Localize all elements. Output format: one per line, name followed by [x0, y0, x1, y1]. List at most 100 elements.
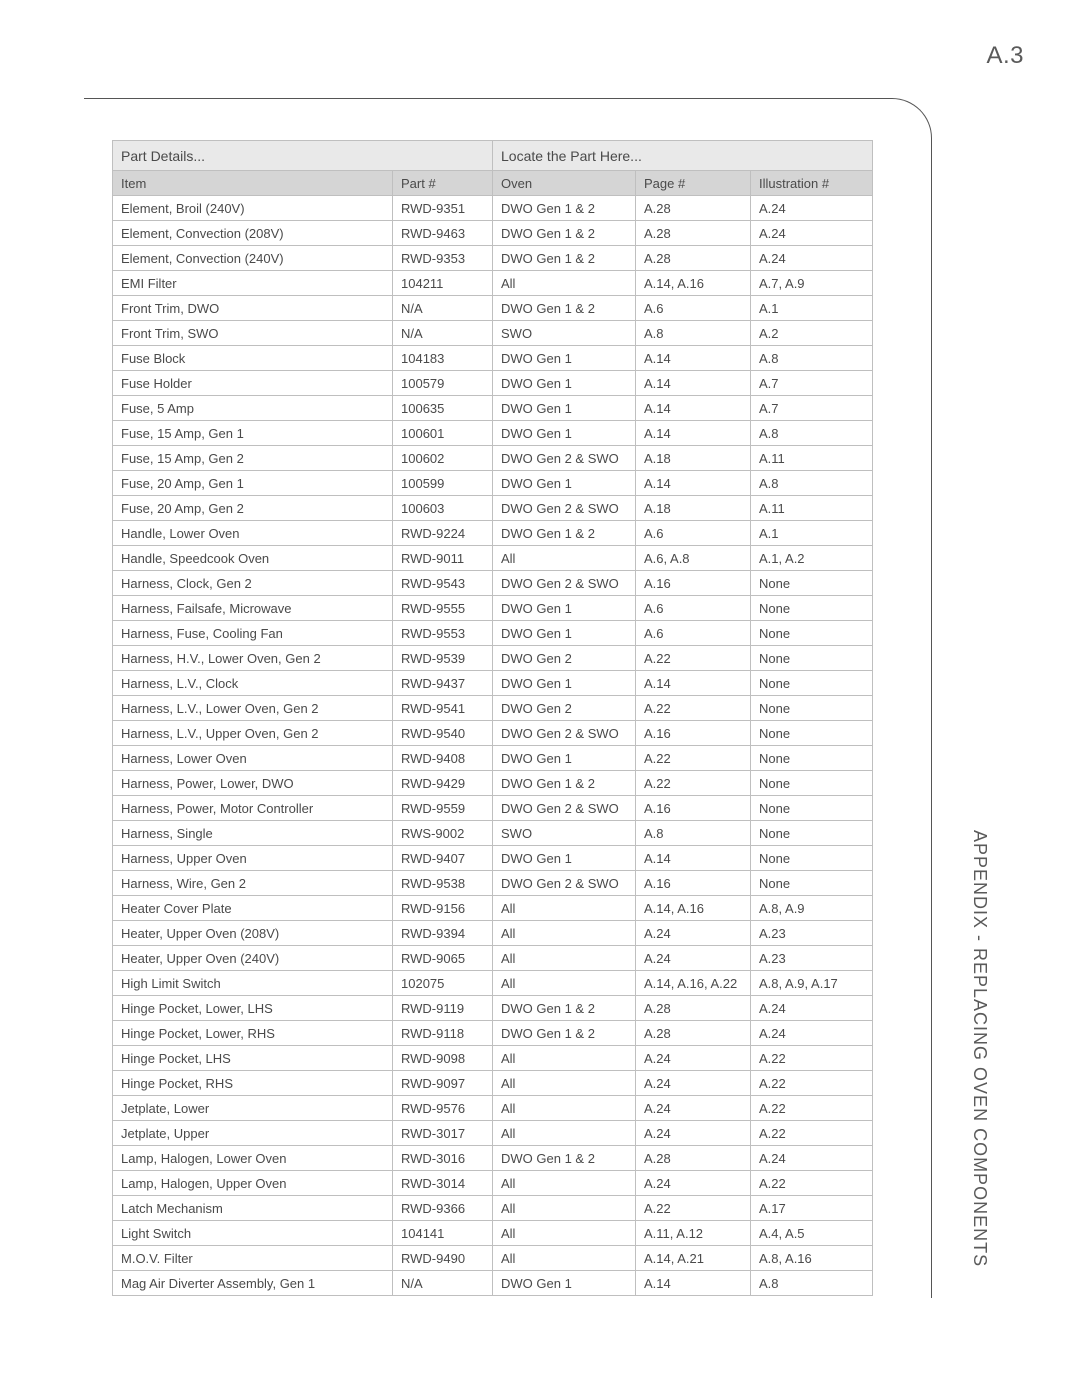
table-cell: Fuse Holder — [113, 371, 393, 396]
table-cell: Light Switch — [113, 1221, 393, 1246]
table-cell: A.22 — [636, 1196, 751, 1221]
table-cell: A.22 — [636, 746, 751, 771]
table-row: Harness, Power, Motor ControllerRWD-9559… — [113, 796, 873, 821]
table-cell: A.14 — [636, 671, 751, 696]
table-cell: Jetplate, Upper — [113, 1121, 393, 1146]
table-cell: A.17 — [751, 1196, 873, 1221]
table-cell: None — [751, 871, 873, 896]
table-cell: Hinge Pocket, Lower, LHS — [113, 996, 393, 1021]
table-cell: Heater Cover Plate — [113, 896, 393, 921]
table-cell: A.24 — [636, 1171, 751, 1196]
table-cell: RWD-9540 — [393, 721, 493, 746]
table-cell: RWD-3016 — [393, 1146, 493, 1171]
table-cell: Hinge Pocket, LHS — [113, 1046, 393, 1071]
table-cell: Latch Mechanism — [113, 1196, 393, 1221]
table-row: Element, Broil (240V)RWD-9351DWO Gen 1 &… — [113, 196, 873, 221]
table-cell: RWD-9576 — [393, 1096, 493, 1121]
table-cell: RWD-9119 — [393, 996, 493, 1021]
table-cell: DWO Gen 1 & 2 — [493, 221, 636, 246]
table-cell: 100603 — [393, 496, 493, 521]
table-row: Handle, Lower OvenRWD-9224DWO Gen 1 & 2A… — [113, 521, 873, 546]
table-cell: A.22 — [751, 1096, 873, 1121]
table-cell: DWO Gen 2 — [493, 696, 636, 721]
table-cell: None — [751, 571, 873, 596]
table-row: Harness, Clock, Gen 2RWD-9543DWO Gen 2 &… — [113, 571, 873, 596]
table-cell: A.14 — [636, 346, 751, 371]
table-row: Fuse Holder100579DWO Gen 1A.14A.7 — [113, 371, 873, 396]
table-cell: Harness, Lower Oven — [113, 746, 393, 771]
table-cell: 104211 — [393, 271, 493, 296]
table-cell: A.14 — [636, 846, 751, 871]
table-row: Harness, Power, Lower, DWORWD-9429DWO Ge… — [113, 771, 873, 796]
table-row: Fuse, 5 Amp100635DWO Gen 1A.14A.7 — [113, 396, 873, 421]
table-cell: A.11 — [751, 446, 873, 471]
table-cell: A.11 — [751, 496, 873, 521]
table-cell: DWO Gen 2 & SWO — [493, 496, 636, 521]
table-cell: DWO Gen 2 — [493, 646, 636, 671]
table-cell: All — [493, 1171, 636, 1196]
table-cell: Harness, Clock, Gen 2 — [113, 571, 393, 596]
table-cell: RWD-3017 — [393, 1121, 493, 1146]
table-row: Harness, Lower OvenRWD-9408DWO Gen 1A.22… — [113, 746, 873, 771]
table-cell: A.28 — [636, 246, 751, 271]
table-cell: All — [493, 1046, 636, 1071]
table-row: Harness, Fuse, Cooling FanRWD-9553DWO Ge… — [113, 621, 873, 646]
table-cell: A.22 — [751, 1171, 873, 1196]
table-cell: RWD-3014 — [393, 1171, 493, 1196]
table-cell: A.7, A.9 — [751, 271, 873, 296]
table-cell: DWO Gen 2 & SWO — [493, 721, 636, 746]
table-cell: Fuse Block — [113, 346, 393, 371]
table-cell: RWD-9065 — [393, 946, 493, 971]
table-cell: A.14 — [636, 1271, 751, 1296]
col-oven: Oven — [493, 171, 636, 196]
table-cell: RWD-9394 — [393, 921, 493, 946]
table-cell: N/A — [393, 321, 493, 346]
table-cell: A.8, A.9, A.17 — [751, 971, 873, 996]
group-header-locate: Locate the Part Here... — [493, 141, 873, 171]
table-cell: Harness, Upper Oven — [113, 846, 393, 871]
table-cell: Harness, H.V., Lower Oven, Gen 2 — [113, 646, 393, 671]
table-cell: RWD-9543 — [393, 571, 493, 596]
table-row: M.O.V. FilterRWD-9490AllA.14, A.21A.8, A… — [113, 1246, 873, 1271]
col-page-number: Page # — [636, 171, 751, 196]
table-row: Harness, L.V., Lower Oven, Gen 2RWD-9541… — [113, 696, 873, 721]
table-cell: Heater, Upper Oven (208V) — [113, 921, 393, 946]
table-cell: RWD-9437 — [393, 671, 493, 696]
table-row: High Limit Switch102075AllA.14, A.16, A.… — [113, 971, 873, 996]
table-row: Hinge Pocket, Lower, LHSRWD-9119DWO Gen … — [113, 996, 873, 1021]
table-cell: Mag Air Diverter Assembly, Gen 1 — [113, 1271, 393, 1296]
table-cell: DWO Gen 1 & 2 — [493, 771, 636, 796]
table-cell: A.24 — [751, 196, 873, 221]
table-row: Fuse, 15 Amp, Gen 2100602DWO Gen 2 & SWO… — [113, 446, 873, 471]
table-cell: None — [751, 796, 873, 821]
table-cell: A.6 — [636, 296, 751, 321]
table-cell: DWO Gen 1 & 2 — [493, 296, 636, 321]
table-cell: Harness, Fuse, Cooling Fan — [113, 621, 393, 646]
table-cell: RWS-9002 — [393, 821, 493, 846]
table-cell: M.O.V. Filter — [113, 1246, 393, 1271]
table-cell: DWO Gen 1 — [493, 621, 636, 646]
table-cell: A.1 — [751, 521, 873, 546]
table-row: Harness, L.V., ClockRWD-9437DWO Gen 1A.1… — [113, 671, 873, 696]
table-row: Handle, Speedcook OvenRWD-9011AllA.6, A.… — [113, 546, 873, 571]
table-cell: All — [493, 271, 636, 296]
table-cell: Lamp, Halogen, Lower Oven — [113, 1146, 393, 1171]
table-cell: DWO Gen 2 & SWO — [493, 871, 636, 896]
table-cell: A.4, A.5 — [751, 1221, 873, 1246]
table-cell: A.8, A.16 — [751, 1246, 873, 1271]
table-cell: DWO Gen 1 & 2 — [493, 246, 636, 271]
table-cell: A.22 — [636, 646, 751, 671]
table-cell: RWD-9118 — [393, 1021, 493, 1046]
table-cell: RWD-9538 — [393, 871, 493, 896]
table-cell: A.7 — [751, 396, 873, 421]
table-cell: Harness, Wire, Gen 2 — [113, 871, 393, 896]
side-section-label: APPENDIX - REPLACING OVEN COMPONENTS — [969, 830, 990, 1267]
table-cell: N/A — [393, 1271, 493, 1296]
table-cell: Heater, Upper Oven (240V) — [113, 946, 393, 971]
table-row: Harness, Wire, Gen 2RWD-9538DWO Gen 2 & … — [113, 871, 873, 896]
table-cell: RWD-9408 — [393, 746, 493, 771]
table-cell: RWD-9463 — [393, 221, 493, 246]
table-row: Lamp, Halogen, Upper OvenRWD-3014AllA.24… — [113, 1171, 873, 1196]
table-cell: A.8 — [751, 1271, 873, 1296]
table-cell: None — [751, 621, 873, 646]
